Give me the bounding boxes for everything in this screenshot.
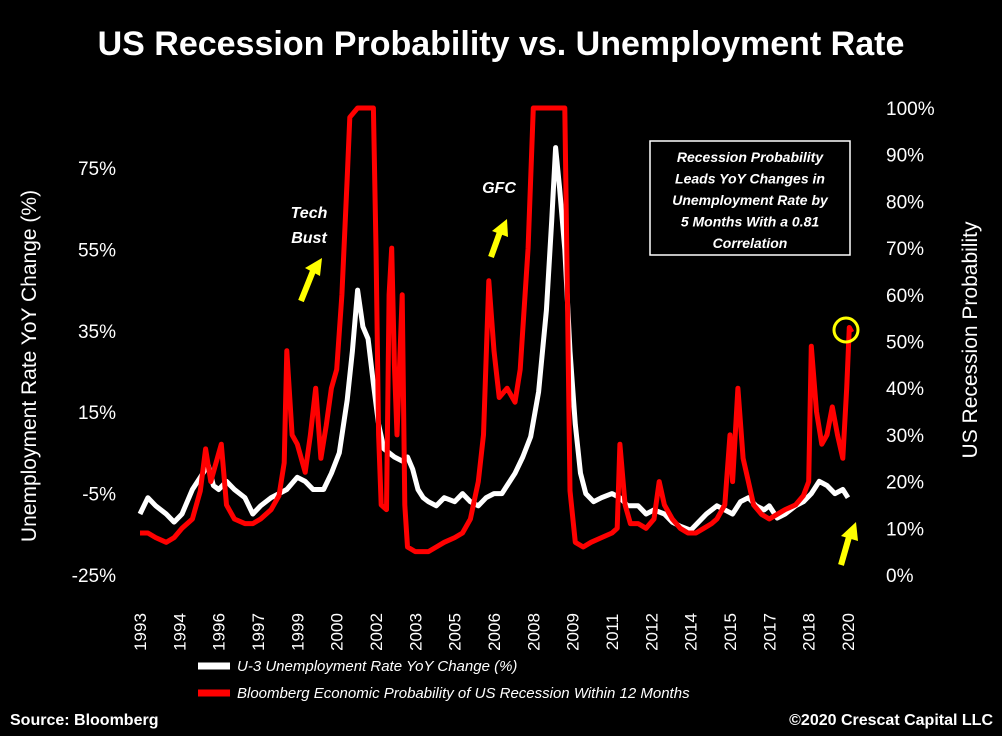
y-right-tick-label: 40%: [886, 379, 924, 400]
x-tick-label: 2015: [721, 613, 740, 651]
current-value-arrow-icon: [838, 522, 858, 566]
y-left-tick-label: -5%: [82, 485, 116, 506]
y-left-tick-label: 55%: [78, 240, 116, 261]
y-axis-right-label: US Recession Probability: [959, 221, 982, 458]
x-tick-label: 1999: [288, 613, 307, 651]
correlation-note-box: Recession Probability Leads YoY Changes i…: [649, 140, 851, 256]
y-axis-left: -25% -5% 15% 35% 55% 75%: [72, 159, 116, 587]
x-tick-label: 2009: [564, 613, 583, 651]
tech-bust-label-line2: Bust: [291, 230, 327, 247]
y-axis-left-label: Unemployment Rate YoY Change (%): [18, 190, 41, 542]
x-tick-label: 1994: [170, 613, 189, 651]
y-left-tick-label: 75%: [78, 159, 116, 180]
copyright-note: ©2020 Crescat Capital LLC: [789, 712, 993, 729]
x-tick-label: 2018: [800, 613, 819, 651]
y-right-tick-label: 0%: [886, 566, 914, 587]
y-left-tick-label: -25%: [72, 566, 116, 587]
series-line-unemployment: [137, 145, 851, 533]
y-right-tick-label: 60%: [886, 286, 924, 307]
gfc-label: GFC: [482, 180, 516, 197]
y-left-tick-label: 15%: [78, 403, 116, 424]
x-tick-label: 2002: [367, 613, 386, 651]
x-axis: 1993 1994 1996 1997 1999 2000 2002 2003 2005 2006…: [131, 613, 858, 651]
series-layer: [137, 105, 855, 555]
y-right-tick-label: 20%: [886, 473, 924, 494]
x-tick-label: 1997: [249, 613, 268, 651]
y-right-tick-label: 80%: [886, 192, 924, 213]
tech-bust-label-line1: Tech: [291, 205, 328, 222]
x-tick-label: 2014: [682, 613, 701, 651]
legend-label-recession: Bloomberg Economic Probability of US Rec…: [237, 685, 690, 702]
x-tick-label: 2012: [642, 613, 661, 651]
x-tick-label: 2006: [485, 613, 504, 651]
x-tick-label: 1996: [210, 613, 229, 651]
correlation-note-line: 5 Months With a 0.81: [681, 214, 820, 230]
correlation-note-line: Correlation: [713, 235, 788, 251]
y-left-tick-label: 35%: [78, 322, 116, 343]
y-right-tick-label: 90%: [886, 146, 924, 167]
x-tick-label: 2008: [524, 613, 543, 651]
correlation-note-line: Leads YoY Changes in: [675, 171, 825, 187]
y-axis-right: 0% 10% 20% 30% 40% 50% 60% 70% 80% 90% 100%: [886, 99, 935, 587]
correlation-note-line: Recession Probability: [677, 149, 824, 165]
legend-label-unemployment: U-3 Unemployment Rate YoY Change (%): [237, 658, 517, 675]
y-right-tick-label: 50%: [886, 333, 924, 354]
gfc-arrow-icon: [488, 219, 508, 259]
y-right-tick-label: 30%: [886, 426, 924, 447]
series-line-recession-probability: [140, 105, 855, 555]
x-tick-label: 2017: [760, 613, 779, 651]
source-note: Source: Bloomberg: [10, 712, 158, 729]
x-tick-label: 1993: [131, 613, 150, 651]
legend: U-3 Unemployment Rate YoY Change (%) Blo…: [198, 658, 690, 702]
tech-bust-arrow-icon: [298, 258, 322, 303]
y-right-tick-label: 70%: [886, 239, 924, 260]
chart-title: US Recession Probability vs. Unemploymen…: [98, 25, 905, 63]
y-right-tick-label: 100%: [886, 99, 935, 120]
x-tick-label: 2005: [446, 613, 465, 651]
y-right-tick-label: 10%: [886, 519, 924, 540]
x-tick-label: 2020: [839, 613, 858, 651]
x-tick-label: 2011: [603, 614, 622, 651]
current-value-circle-icon: [832, 316, 860, 344]
x-tick-label: 2003: [406, 613, 425, 651]
x-tick-label: 2000: [328, 613, 347, 651]
correlation-note-line: Unemployment Rate by: [672, 192, 829, 208]
